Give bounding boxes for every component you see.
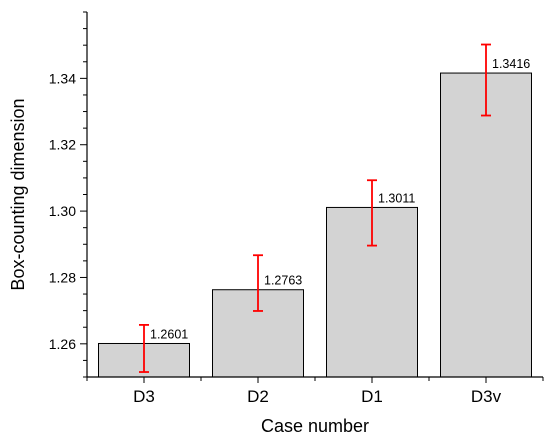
data-labels-layer: 1.2601 1.2763 1.3011 1.3416 <box>150 57 530 341</box>
y-axis-title: Box-counting dimension <box>8 98 28 290</box>
data-label-d1: 1.3011 <box>378 191 415 205</box>
error-bars-layer <box>139 43 491 373</box>
y-tick-label: 1.26 <box>49 336 76 352</box>
data-label-d2: 1.2763 <box>264 274 302 288</box>
error-bar-d3 <box>139 324 149 373</box>
error-bar-d1 <box>367 179 377 247</box>
error-bar-d3v <box>481 43 491 117</box>
y-tick-label: 1.28 <box>49 269 76 285</box>
y-tick-label: 1.34 <box>49 70 76 86</box>
x-tick-label-d3: D3 <box>133 387 155 406</box>
x-axis-title: Case number <box>261 416 369 436</box>
y-tick-label: 1.30 <box>49 203 76 219</box>
x-tick-label-d1: D1 <box>361 387 383 406</box>
bar-d3v <box>440 72 532 378</box>
data-label-d3: 1.2601 <box>150 327 188 341</box>
y-tick-label: 1.32 <box>49 137 76 153</box>
ticks-layer: D3 D2 D1 D3v 1.26 1.28 1.30 1.32 1.34 <box>49 11 544 406</box>
data-label-d3v: 1.3416 <box>492 57 530 71</box>
x-tick-label-d2: D2 <box>247 387 269 406</box>
error-bar-d2 <box>253 254 263 312</box>
x-tick-label-d3v: D3v <box>471 387 502 406</box>
